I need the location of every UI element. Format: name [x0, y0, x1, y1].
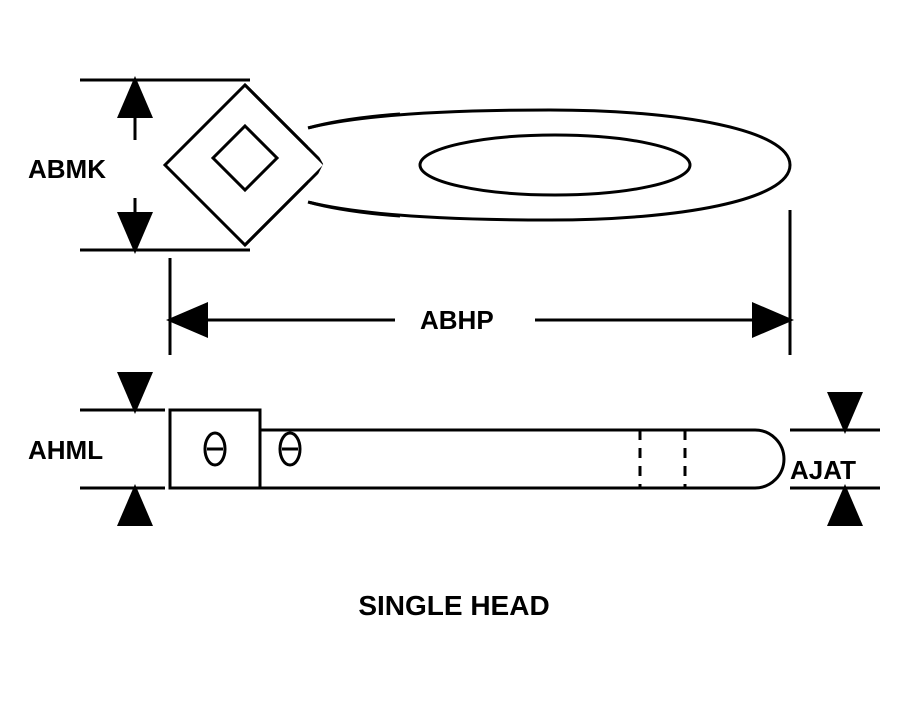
label-abhp: ABHP	[420, 305, 494, 336]
label-abmk: ABMK	[28, 154, 106, 185]
label-ahml: AHML	[28, 435, 103, 466]
diagram-title: SINGLE HEAD	[0, 590, 908, 622]
side-handle-body	[260, 430, 784, 488]
label-ajat: AJAT	[790, 455, 856, 486]
handle-inner-ellipse	[420, 135, 690, 195]
diagram-container: ABMK ABHP AHML AJAT SINGLE HEAD	[0, 0, 908, 708]
